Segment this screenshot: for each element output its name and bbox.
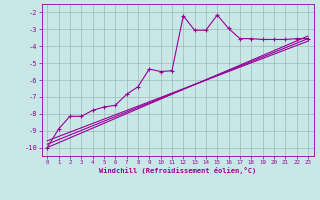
X-axis label: Windchill (Refroidissement éolien,°C): Windchill (Refroidissement éolien,°C) [99,167,256,174]
